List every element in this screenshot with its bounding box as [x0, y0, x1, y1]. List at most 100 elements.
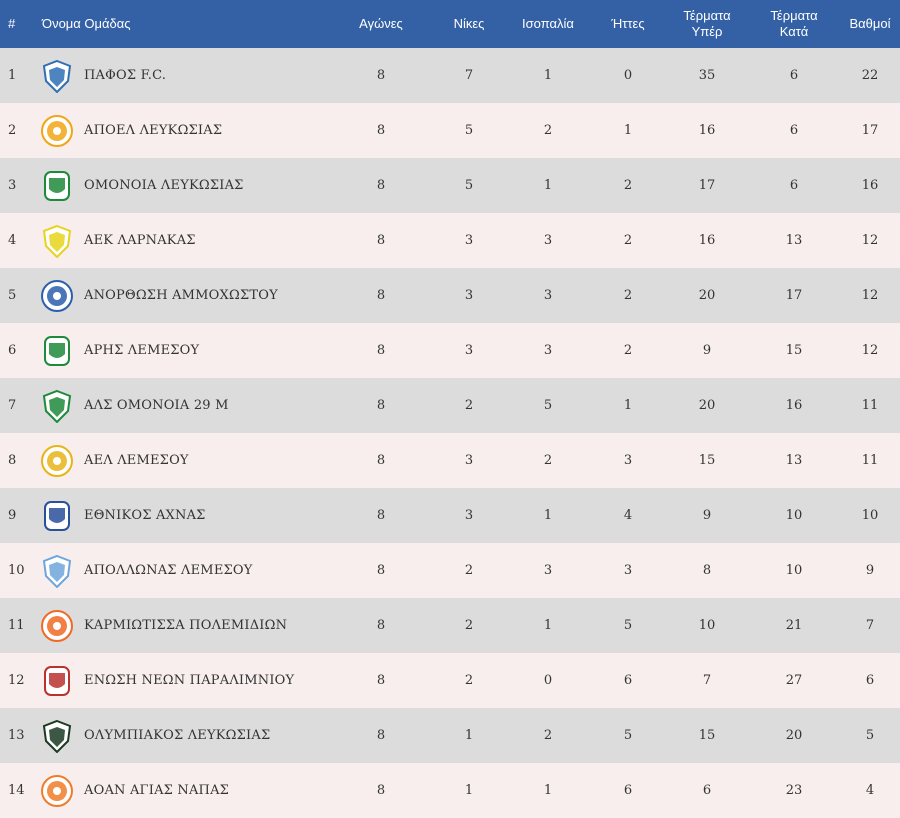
omonoia-crest-icon [44, 170, 70, 201]
points-cell: 10 [861, 508, 879, 523]
table-row[interactable]: 10 ΑΠΟΛΛΩΝΑΣ ΛΕΜΕΣΟΥ 8 2 3 3 8 10 9 [0, 543, 900, 598]
goals-for-cell: 20 [698, 288, 716, 303]
goals-against-cell: 13 [785, 453, 803, 468]
team-cell: ΑΠΟΕΛ ΛΕΥΚΩΣΙΑΣ [38, 103, 330, 158]
table-row[interactable]: 4 ΑΕΚ ΛΑΡΝΑΚΑΣ 8 3 3 2 16 13 12 [0, 213, 900, 268]
header-team[interactable]: Όνομα Ομάδας [42, 16, 131, 31]
goals-for-cell: 16 [698, 233, 716, 248]
team-link[interactable]: ΑΟΑΝ ΑΓΙΑΣ ΝΑΠΑΣ [40, 774, 330, 808]
played-cell: 8 [376, 398, 386, 413]
played-cell: 8 [376, 233, 386, 248]
header-losses[interactable]: Ήττες [611, 16, 645, 31]
goals-for-cell: 6 [702, 783, 712, 798]
team-name[interactable]: ΑΝΟΡΘΩΣΗ ΑΜΜΟΧΩΣΤΟΥ [84, 288, 278, 303]
team-name[interactable]: ΑΠΟΕΛ ΛΕΥΚΩΣΙΑΣ [84, 123, 223, 138]
header-played[interactable]: Αγώνες [359, 16, 403, 31]
team-cell: ΕΘΝΙΚΟΣ ΑΧΝΑΣ [38, 488, 330, 543]
played-cell: 8 [376, 178, 386, 193]
losses-cell: 3 [623, 453, 633, 468]
played-cell: 8 [376, 123, 386, 138]
wins-cell: 1 [464, 783, 474, 798]
points-cell: 16 [861, 178, 879, 193]
draws-cell: 3 [543, 563, 553, 578]
team-link[interactable]: ΕΘΝΙΚΟΣ ΑΧΝΑΣ [40, 499, 330, 533]
goals-against-cell: 6 [789, 68, 799, 83]
rank-cell: 6 [8, 343, 17, 358]
table-row[interactable]: 7 ΑΛΣ ΟΜΟΝΟΙΑ 29 Μ 8 2 5 1 20 16 11 [0, 378, 900, 433]
team-name[interactable]: ΑΟΑΝ ΑΓΙΑΣ ΝΑΠΑΣ [84, 783, 230, 798]
losses-cell: 2 [623, 178, 633, 193]
team-name[interactable]: ΑΠΟΛΛΩΝΑΣ ΛΕΜΕΣΟΥ [84, 563, 253, 578]
team-link[interactable]: ΑΕΚ ΛΑΡΝΑΚΑΣ [40, 224, 330, 258]
rank-cell: 13 [8, 728, 25, 743]
table-row[interactable]: 1 ΠΑΦΟΣ F.C. 8 7 1 0 35 6 22 [0, 48, 900, 103]
rank-cell: 5 [8, 288, 17, 303]
draws-cell: 2 [543, 453, 553, 468]
team-name[interactable]: ΑΕΛ ΛΕΜΕΣΟΥ [84, 453, 189, 468]
table-row[interactable]: 11 ΚΑΡΜΙΩΤΙΣΣΑ ΠΟΛΕΜΙΔΙΩΝ 8 2 1 5 10 21 7 [0, 598, 900, 653]
olympiakos-crest-icon [42, 719, 72, 753]
table-row[interactable]: 14 ΑΟΑΝ ΑΓΙΑΣ ΝΑΠΑΣ 8 1 1 6 6 23 4 [0, 763, 900, 818]
wins-cell: 2 [464, 563, 474, 578]
goals-against-cell: 23 [785, 783, 803, 798]
rank-cell: 10 [8, 563, 25, 578]
team-link[interactable]: ΑΠΟΕΛ ΛΕΥΚΩΣΙΑΣ [40, 114, 330, 148]
table-row[interactable]: 3 ΟΜΟΝΟΙΑ ΛΕΥΚΩΣΙΑΣ 8 5 1 2 17 6 16 [0, 158, 900, 213]
table-row[interactable]: 9 ΕΘΝΙΚΟΣ ΑΧΝΑΣ 8 3 1 4 9 10 10 [0, 488, 900, 543]
goals-for-cell: 9 [702, 343, 712, 358]
goals-for-cell: 20 [698, 398, 716, 413]
rank-cell: 9 [8, 508, 17, 523]
points-cell: 12 [861, 343, 879, 358]
apollon-crest-icon [42, 554, 72, 588]
team-link[interactable]: ΑΡΗΣ ΛΕΜΕΣΟΥ [40, 334, 330, 368]
header-goals-for[interactable]: Τέρματα Υπέρ [666, 0, 748, 48]
losses-cell: 2 [623, 343, 633, 358]
table-row[interactable]: 12 ΕΝΩΣΗ ΝΕΩΝ ΠΑΡΑΛΙΜΝΙΟΥ 8 2 0 6 7 27 6 [0, 653, 900, 708]
team-link[interactable]: ΑΠΟΛΛΩΝΑΣ ΛΕΜΕΣΟΥ [40, 554, 330, 588]
goals-for-cell: 15 [698, 453, 716, 468]
team-name[interactable]: ΑΡΗΣ ΛΕΜΕΣΟΥ [84, 343, 200, 358]
table-row[interactable]: 8 ΑΕΛ ΛΕΜΕΣΟΥ 8 3 2 3 15 13 11 [0, 433, 900, 488]
goals-for-cell: 10 [698, 618, 716, 633]
team-link[interactable]: ΟΛΥΜΠΙΑΚΟΣ ΛΕΥΚΩΣΙΑΣ [40, 719, 330, 753]
draws-cell: 0 [543, 673, 553, 688]
team-link[interactable]: ΑΕΛ ΛΕΜΕΣΟΥ [40, 444, 330, 478]
table-row[interactable]: 13 ΟΛΥΜΠΙΑΚΟΣ ΛΕΥΚΩΣΙΑΣ 8 1 2 5 15 20 5 [0, 708, 900, 763]
header-goals-against-line1: Τέρματα [770, 8, 818, 23]
goals-against-cell: 15 [785, 343, 803, 358]
karmiotissa-crest-icon [41, 609, 73, 642]
header-goals-against[interactable]: Τέρματα Κατά [748, 0, 840, 48]
team-name[interactable]: ΑΛΣ ΟΜΟΝΟΙΑ 29 Μ [84, 398, 229, 413]
team-link[interactable]: ΟΜΟΝΟΙΑ ΛΕΥΚΩΣΙΑΣ [40, 169, 330, 203]
played-cell: 8 [376, 673, 386, 688]
team-name[interactable]: ΕΘΝΙΚΟΣ ΑΧΝΑΣ [84, 508, 206, 523]
team-link[interactable]: ΕΝΩΣΗ ΝΕΩΝ ΠΑΡΑΛΙΜΝΙΟΥ [40, 664, 330, 698]
header-wins[interactable]: Νίκες [453, 16, 485, 31]
team-name[interactable]: ΕΝΩΣΗ ΝΕΩΝ ΠΑΡΑΛΙΜΝΙΟΥ [84, 673, 295, 688]
team-link[interactable]: ΑΛΣ ΟΜΟΝΟΙΑ 29 Μ [40, 389, 330, 423]
header-points[interactable]: Βαθμοί [849, 16, 891, 31]
team-link[interactable]: ΚΑΡΜΙΩΤΙΣΣΑ ΠΟΛΕΜΙΔΙΩΝ [40, 609, 330, 643]
team-name[interactable]: ΚΑΡΜΙΩΤΙΣΣΑ ΠΟΛΕΜΙΔΙΩΝ [84, 618, 288, 633]
points-cell: 9 [865, 563, 875, 578]
wins-cell: 3 [464, 508, 474, 523]
wins-cell: 5 [464, 178, 474, 193]
header-rank[interactable]: # [8, 16, 16, 31]
anorthosis-crest-icon [41, 279, 73, 312]
team-link[interactable]: ΠΑΦΟΣ F.C. [40, 59, 330, 93]
losses-cell: 2 [623, 288, 633, 303]
team-name[interactable]: ΑΕΚ ΛΑΡΝΑΚΑΣ [84, 233, 196, 248]
table-row[interactable]: 5 ΑΝΟΡΘΩΣΗ ΑΜΜΟΧΩΣΤΟΥ 8 3 3 2 20 17 12 [0, 268, 900, 323]
table-row[interactable]: 6 ΑΡΗΣ ΛΕΜΕΣΟΥ 8 3 3 2 9 15 12 [0, 323, 900, 378]
points-cell: 17 [861, 123, 879, 138]
header-draws[interactable]: Ισοπαλία [522, 16, 574, 31]
played-cell: 8 [376, 453, 386, 468]
team-name[interactable]: ΟΛΥΜΠΙΑΚΟΣ ΛΕΥΚΩΣΙΑΣ [84, 728, 271, 743]
wins-cell: 2 [464, 673, 474, 688]
team-name[interactable]: ΠΑΦΟΣ F.C. [84, 68, 167, 83]
table-row[interactable]: 2 ΑΠΟΕΛ ΛΕΥΚΩΣΙΑΣ 8 5 2 1 16 6 17 [0, 103, 900, 158]
team-name[interactable]: ΟΜΟΝΟΙΑ ΛΕΥΚΩΣΙΑΣ [84, 178, 244, 193]
team-link[interactable]: ΑΝΟΡΘΩΣΗ ΑΜΜΟΧΩΣΤΟΥ [40, 279, 330, 313]
goals-for-cell: 8 [702, 563, 712, 578]
